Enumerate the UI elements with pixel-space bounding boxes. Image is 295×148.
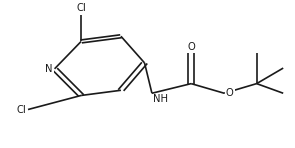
- Text: O: O: [187, 42, 195, 52]
- Text: NH: NH: [153, 94, 168, 104]
- Text: Cl: Cl: [17, 104, 26, 115]
- Text: N: N: [45, 64, 53, 74]
- Text: Cl: Cl: [76, 3, 86, 13]
- Text: O: O: [226, 88, 234, 98]
